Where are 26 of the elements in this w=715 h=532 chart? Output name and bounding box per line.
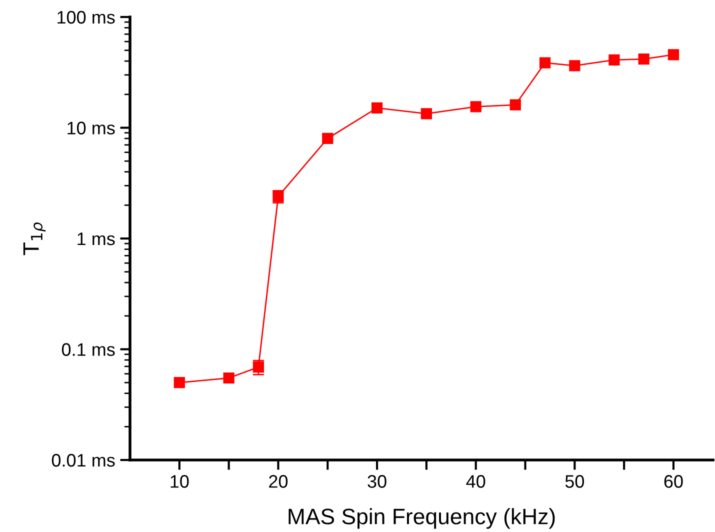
point: [223, 372, 234, 384]
y-tick-label: 0.1 ms: [62, 343, 115, 356]
x-axis-title: MAS Spin Frequency (kHz): [288, 508, 555, 529]
y-axis-title: T$_{1ρ}$: [23, 222, 46, 256]
x-tick-label: 50: [565, 475, 584, 488]
y-tick-label: 100 ms: [58, 10, 115, 24]
point: [608, 54, 620, 66]
point: [252, 362, 264, 373]
point: [420, 108, 432, 120]
point: [638, 54, 650, 65]
x-tick-label: 30: [368, 475, 386, 488]
point: [470, 101, 482, 112]
point: [371, 102, 383, 114]
y-tick-label: 1 ms: [78, 232, 115, 246]
x-tick-label: 20: [269, 475, 288, 488]
x-tick-label: 60: [664, 475, 683, 488]
point: [539, 57, 551, 68]
point: [668, 49, 680, 60]
y-tick-label: 0.01 ms: [52, 454, 115, 467]
point: [510, 99, 521, 110]
point: [569, 60, 580, 72]
y-tick-label: 10 ms: [68, 122, 115, 134]
x-tick-label: 10: [170, 475, 189, 488]
point: [174, 377, 185, 388]
x-tick-label: 40: [466, 475, 486, 488]
point: [322, 132, 334, 144]
